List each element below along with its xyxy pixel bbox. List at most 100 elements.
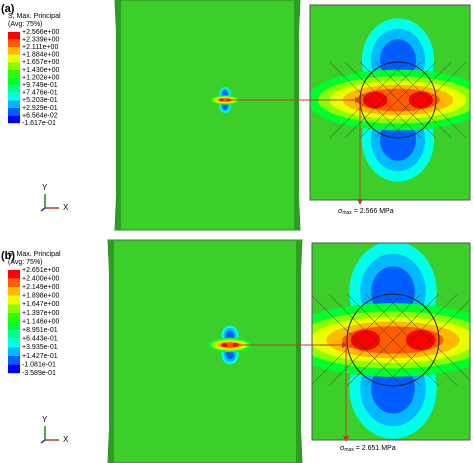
legend-swatch	[8, 108, 20, 116]
mesh-line	[390, 61, 467, 139]
axis-z	[40, 439, 46, 444]
legend-value: +1.657e+00	[22, 59, 59, 66]
legend-swatch	[8, 278, 20, 288]
legend-swatch	[8, 287, 20, 296]
mesh-line	[328, 293, 421, 387]
legend-value: +1.202e+00	[22, 74, 59, 81]
mesh-line	[329, 61, 406, 139]
legend-swatch	[8, 39, 20, 48]
plate-edge	[294, 0, 299, 230]
legend-value: +1.430e+00	[22, 67, 59, 74]
legend-swatch	[8, 313, 20, 322]
panel-label: (a)	[1, 3, 15, 15]
legend-subtitle: (Avg: 75%)	[8, 259, 43, 266]
contour	[221, 343, 228, 347]
legend-value: +2.400e+00	[22, 275, 59, 282]
plate	[114, 0, 301, 231]
legend-swatch	[8, 330, 20, 339]
legend-value: +6.564e-02	[22, 112, 58, 119]
legend-swatch	[8, 54, 20, 63]
legend-subtitle: (Avg: 75%)	[8, 21, 43, 28]
legend-swatch	[8, 356, 20, 365]
axis-x-label: X	[63, 203, 69, 212]
legend-value: +2.111e+00	[22, 44, 58, 51]
zoom	[312, 243, 470, 439]
contour	[350, 329, 381, 351]
panel: σmax = 2.566 MPa (a)S, Max. Principal(Avg…	[1, 0, 471, 231]
legend-value: +1.427e-01	[22, 353, 58, 360]
axis-z	[40, 207, 46, 212]
legend-title: S, Max. Principal	[8, 251, 61, 258]
mesh-line	[359, 61, 437, 139]
contour	[363, 91, 388, 109]
sigma: σ	[338, 208, 343, 215]
legend-swatch	[8, 364, 20, 374]
zoom-frame	[309, 4, 471, 201]
zoom	[310, 18, 470, 182]
legend-swatch	[8, 304, 20, 313]
contour	[405, 329, 436, 351]
legend-value: +5.203e-01	[22, 97, 58, 104]
legend-swatch	[8, 347, 20, 356]
plate	[107, 239, 303, 463]
plate-edge	[109, 240, 114, 463]
legend-swatch	[8, 77, 20, 86]
sigma: σ	[340, 445, 345, 452]
plate-edge	[296, 240, 301, 463]
legend-value: +2.149e+00	[22, 284, 59, 291]
legend-value: -1.617e-01	[22, 120, 56, 127]
axis-y-label: Y	[42, 183, 48, 192]
legend-value: +3.935e-01	[22, 344, 58, 351]
legend-swatch	[8, 100, 20, 108]
legend-value: +8.951e-01	[22, 327, 58, 334]
legend-swatch	[8, 338, 20, 348]
legend-swatch	[8, 62, 20, 70]
legend-swatch	[8, 47, 20, 55]
axis-y-label: Y	[42, 415, 48, 424]
legend-value: +2.339e+00	[22, 36, 59, 43]
panel: σmax = 2.651 MPa (b)S, Max. Principal(Avg…	[1, 239, 471, 463]
subscript: max	[344, 447, 354, 453]
legend-value: +1.647e+00	[22, 301, 59, 308]
contour	[219, 98, 224, 102]
legend-swatch	[8, 85, 20, 93]
legend-swatch	[8, 70, 20, 78]
subscript: max	[342, 210, 352, 216]
mesh-line	[346, 293, 440, 387]
legend-value: +1.884e+00	[22, 52, 59, 59]
legend-value: +1.146e+00	[22, 318, 59, 325]
legend-value: -1.081e-01	[22, 361, 56, 368]
annotation-text: = 2.651 MPa	[354, 445, 396, 452]
annotation: σmax = 2.651 MPa	[340, 445, 396, 453]
plate-edge	[116, 0, 121, 230]
panel-label: (b)	[1, 250, 15, 262]
legend-title: S, Max. Principal	[8, 13, 61, 20]
legend-swatch	[8, 92, 20, 101]
axis-x-label: X	[63, 435, 69, 444]
mesh-line	[312, 293, 403, 385]
legend-value: +2.566e+00	[22, 29, 59, 36]
mesh-line	[344, 61, 421, 139]
legend-swatch	[8, 270, 20, 279]
zoom-frame	[311, 242, 471, 441]
legend-value: +7.476e-01	[22, 90, 58, 97]
legend-value: +1.397e+00	[22, 310, 59, 317]
mesh-line	[375, 61, 452, 139]
legend-value: +2.929e-01	[22, 105, 58, 112]
mesh-line	[383, 299, 470, 387]
annotation: σmax = 2.566 MPa	[338, 208, 394, 216]
legend-swatch	[8, 295, 20, 305]
contour	[408, 91, 433, 109]
legend-swatch	[8, 321, 20, 331]
hole-outline	[346, 293, 440, 387]
legend-value: +1.898e+00	[22, 293, 59, 300]
annotation-text: = 2.566 MPa	[352, 208, 394, 215]
mesh-line	[365, 293, 458, 387]
legend-value: +9.749e-01	[22, 82, 58, 89]
legend-value: +2.651e+00	[22, 267, 59, 274]
legend-value: -3.589e-01	[22, 370, 56, 377]
legend-swatch	[8, 32, 20, 40]
legend-swatch	[8, 115, 20, 124]
legend-value: +6.443e-01	[22, 336, 58, 343]
